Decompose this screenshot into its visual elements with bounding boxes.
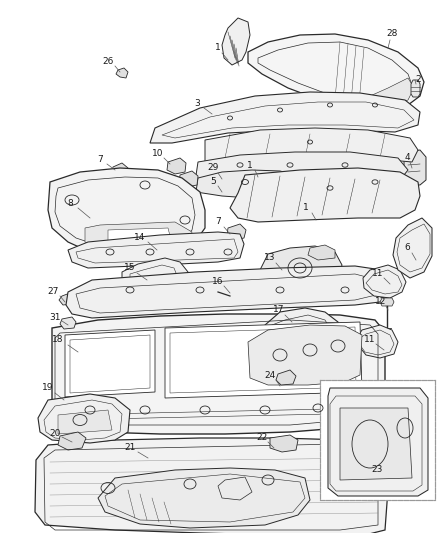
Polygon shape <box>340 408 412 480</box>
Text: 15: 15 <box>124 263 136 272</box>
Polygon shape <box>308 245 335 260</box>
Text: 11: 11 <box>364 335 376 344</box>
Text: 28: 28 <box>386 29 398 38</box>
Polygon shape <box>270 435 298 452</box>
Text: 23: 23 <box>371 465 383 474</box>
Text: 16: 16 <box>212 277 224 286</box>
Polygon shape <box>380 298 394 306</box>
Polygon shape <box>167 158 186 174</box>
Text: 24: 24 <box>265 370 276 379</box>
Polygon shape <box>38 394 130 443</box>
Polygon shape <box>66 266 390 318</box>
Text: 29: 29 <box>207 164 219 173</box>
Polygon shape <box>260 246 342 293</box>
Polygon shape <box>65 330 155 397</box>
Text: 21: 21 <box>124 443 136 453</box>
Polygon shape <box>230 168 420 222</box>
Text: 1: 1 <box>215 43 221 52</box>
Polygon shape <box>404 150 426 185</box>
Text: 7: 7 <box>97 155 103 164</box>
Polygon shape <box>60 317 76 329</box>
Text: 7: 7 <box>215 217 221 227</box>
Polygon shape <box>363 265 406 298</box>
Polygon shape <box>35 438 390 533</box>
Text: 13: 13 <box>264 254 276 262</box>
Polygon shape <box>248 34 424 110</box>
Text: 2: 2 <box>415 76 421 85</box>
Text: 4: 4 <box>404 152 410 161</box>
Polygon shape <box>108 228 172 244</box>
Polygon shape <box>179 171 198 187</box>
Text: 22: 22 <box>256 433 268 442</box>
Polygon shape <box>59 293 74 305</box>
Text: 8: 8 <box>67 198 73 207</box>
Text: 26: 26 <box>102 56 114 66</box>
Polygon shape <box>58 410 112 434</box>
Polygon shape <box>122 258 188 295</box>
Text: 1: 1 <box>303 204 309 213</box>
Polygon shape <box>393 218 432 278</box>
Polygon shape <box>328 388 428 496</box>
Text: 17: 17 <box>273 305 285 314</box>
Text: 27: 27 <box>47 287 59 296</box>
Polygon shape <box>195 152 408 182</box>
Polygon shape <box>150 92 420 143</box>
Polygon shape <box>205 128 418 165</box>
Text: 11: 11 <box>372 270 384 279</box>
Text: 1: 1 <box>247 160 253 169</box>
Polygon shape <box>196 170 295 198</box>
Polygon shape <box>345 78 414 108</box>
Polygon shape <box>248 325 362 385</box>
Text: 3: 3 <box>194 99 200 108</box>
Text: 12: 12 <box>375 297 387 306</box>
Polygon shape <box>112 163 128 177</box>
Polygon shape <box>222 18 250 65</box>
Polygon shape <box>411 80 420 97</box>
Text: 31: 31 <box>49 312 61 321</box>
Polygon shape <box>320 380 435 500</box>
Polygon shape <box>85 222 192 248</box>
Text: 20: 20 <box>49 429 61 438</box>
Text: 6: 6 <box>404 244 410 253</box>
Polygon shape <box>98 468 310 528</box>
Text: 5: 5 <box>210 176 216 185</box>
Text: 14: 14 <box>134 232 146 241</box>
Polygon shape <box>165 322 362 398</box>
Polygon shape <box>68 232 244 268</box>
Polygon shape <box>48 168 205 256</box>
Text: 19: 19 <box>42 384 54 392</box>
Polygon shape <box>276 370 296 385</box>
Polygon shape <box>227 224 246 240</box>
Text: 18: 18 <box>52 335 64 344</box>
Polygon shape <box>116 68 128 78</box>
Polygon shape <box>58 432 86 450</box>
Polygon shape <box>358 325 398 358</box>
Text: 10: 10 <box>152 149 164 157</box>
Polygon shape <box>52 314 385 434</box>
Polygon shape <box>265 308 340 360</box>
